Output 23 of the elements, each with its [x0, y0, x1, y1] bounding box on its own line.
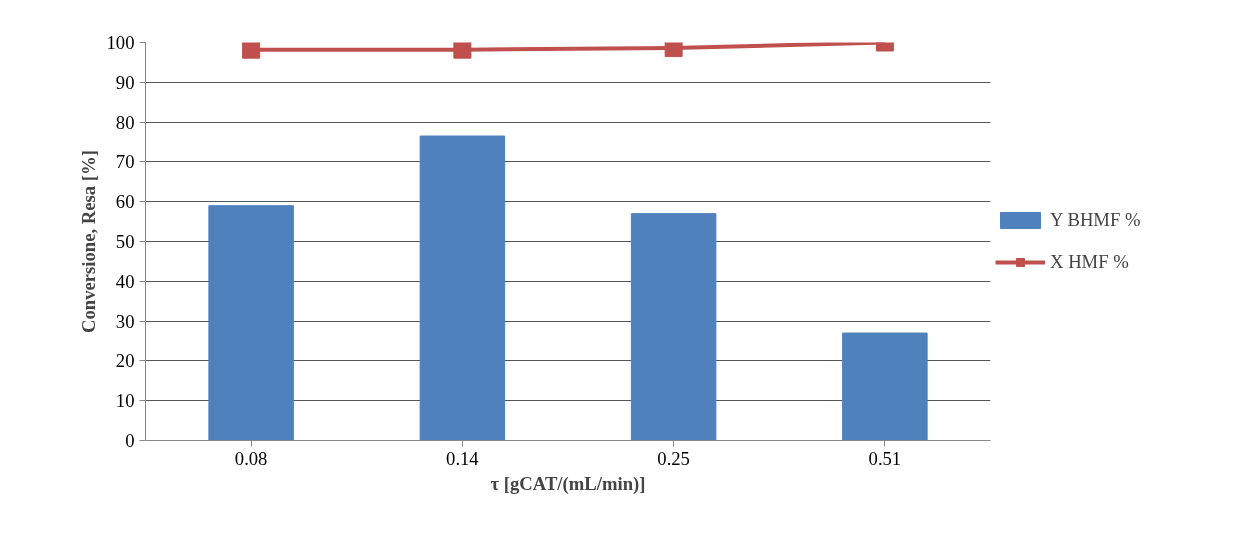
- bar: [842, 332, 928, 441]
- y-tick-label: 70: [115, 151, 135, 173]
- x-tick-label: 0.25: [657, 447, 690, 469]
- y-tick-label: 90: [115, 71, 135, 93]
- x-tick-label: 0.14: [446, 447, 480, 469]
- y-tick-label: 0: [125, 430, 135, 451]
- legend-label: Y BHMF %: [1050, 209, 1142, 231]
- y-tick-label: 50: [115, 231, 135, 252]
- legend-label: X HMF %: [1050, 251, 1130, 273]
- bar: [419, 135, 506, 441]
- y-tick-label: 30: [115, 310, 135, 332]
- bar: [208, 205, 294, 441]
- y-tick-label: 100: [106, 32, 135, 53]
- x-tick-label: 0.08: [234, 447, 268, 469]
- x-axis-title: τ [gCAT/(mL/min)]: [490, 472, 646, 495]
- y-axis-title: Conversione, Resa [%]: [77, 150, 99, 333]
- y-tick-label: 10: [115, 390, 135, 412]
- x-tick-label: 0.51: [868, 447, 902, 469]
- y-tick-label: 60: [115, 191, 135, 213]
- y-tick-label: 40: [115, 270, 135, 292]
- y-tick-label: 80: [115, 111, 135, 133]
- y-tick-label: 20: [115, 350, 135, 372]
- bar: [630, 213, 717, 441]
